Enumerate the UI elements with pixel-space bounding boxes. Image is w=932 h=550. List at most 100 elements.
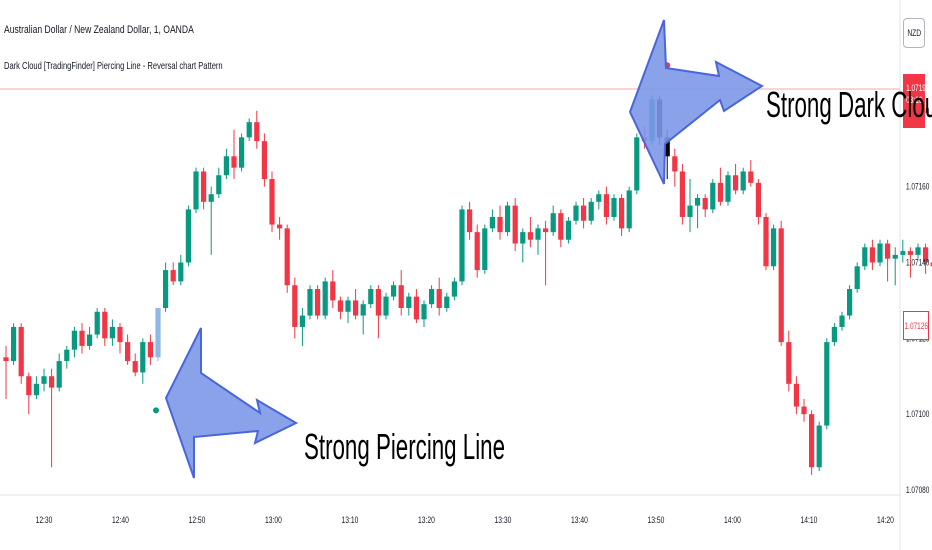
candle (854, 262, 860, 293)
candle (216, 167, 222, 199)
candle-body (201, 171, 207, 202)
candle-body (596, 194, 602, 202)
candle (284, 224, 290, 293)
candle (482, 224, 488, 274)
candle (459, 205, 465, 286)
candle-body (391, 285, 397, 297)
candle (771, 224, 777, 271)
candle (687, 179, 693, 233)
candle (33, 376, 39, 399)
candle (558, 209, 564, 248)
candle (497, 205, 503, 240)
candle-body (307, 289, 313, 316)
current-price-badge: 1.07194 03:16 (903, 74, 930, 128)
candle (231, 129, 237, 180)
candle-body (429, 289, 435, 305)
candle-body (261, 141, 267, 180)
candle (406, 292, 412, 316)
candle (132, 353, 138, 377)
time-tick-label: 13:10 (342, 515, 359, 525)
indicator-title[interactable]: Dark Cloud [TradingFinder] Piercing Line… (4, 60, 223, 72)
candle-body (49, 376, 55, 388)
candle (375, 285, 381, 339)
candle (246, 118, 252, 142)
candle-body (26, 376, 32, 396)
candle-body (520, 232, 526, 244)
candle-body (79, 330, 85, 346)
candle-body (801, 406, 807, 415)
candle-body (550, 213, 556, 233)
candle (748, 160, 754, 187)
candle (809, 410, 815, 475)
candle-body (315, 289, 321, 316)
candle-body (809, 414, 815, 468)
candle-body (185, 209, 191, 263)
time-axis[interactable]: 12:30 12:40 12:50 13:00 13:10 13:20 13:30 13:40… (36, 515, 895, 525)
candle-body (299, 315, 305, 327)
candles (3, 95, 932, 475)
candle-body (847, 289, 853, 316)
candle-body (345, 300, 351, 312)
candle-body (672, 156, 678, 172)
candle (535, 224, 541, 255)
candle-body (611, 198, 617, 217)
candle-body (117, 326, 123, 343)
candle (239, 133, 245, 172)
candle-body (140, 342, 146, 373)
candle (755, 179, 761, 225)
candle (543, 220, 549, 286)
candle (170, 262, 176, 286)
currency-button[interactable]: NZD (903, 18, 925, 48)
candle-body (451, 281, 457, 297)
candle (421, 300, 427, 327)
candle-body (125, 342, 131, 362)
candle (885, 239, 891, 282)
candle-body (239, 137, 245, 168)
candle-body (87, 334, 93, 346)
candle-body (748, 171, 754, 183)
candle (679, 163, 685, 225)
candle (725, 171, 731, 206)
price-axis[interactable]: 1.071801.071601.071401.071201.071001.070… (906, 106, 930, 496)
candle-body (353, 300, 359, 316)
candle (94, 307, 100, 339)
candle (581, 198, 587, 229)
candle-body (102, 311, 108, 339)
candle (147, 334, 153, 365)
candle (672, 148, 678, 187)
candle-body (634, 137, 640, 191)
candle-body (793, 383, 799, 407)
candle-body (337, 300, 343, 312)
pattern-markers (153, 62, 671, 414)
candle-body (527, 232, 533, 240)
candle (588, 198, 594, 225)
piercing-line-arrow (164, 327, 299, 479)
candle-body (831, 326, 837, 343)
currency-label: NZD (907, 28, 921, 38)
candle-body (930, 262, 932, 267)
candle (368, 285, 374, 308)
candle-body (763, 216, 769, 267)
candle (398, 270, 404, 316)
candle-body (231, 156, 237, 168)
candle-body (109, 326, 115, 339)
candle (322, 277, 328, 320)
candle (444, 292, 450, 312)
candle-body (512, 205, 518, 244)
candle (3, 345, 9, 399)
candle-body (436, 289, 442, 308)
candle-body (565, 220, 571, 240)
candle (413, 289, 419, 324)
current-price-value: 1.07194 (906, 83, 930, 93)
candle (596, 190, 602, 210)
candle (292, 277, 298, 339)
candle (603, 186, 609, 225)
candle-body (421, 304, 427, 320)
candle (87, 326, 93, 350)
candle-body (778, 228, 784, 343)
candle (117, 323, 123, 354)
candle-body (603, 194, 609, 217)
candle-body (497, 216, 503, 233)
candle-body (132, 361, 138, 373)
candle-body (170, 270, 176, 282)
